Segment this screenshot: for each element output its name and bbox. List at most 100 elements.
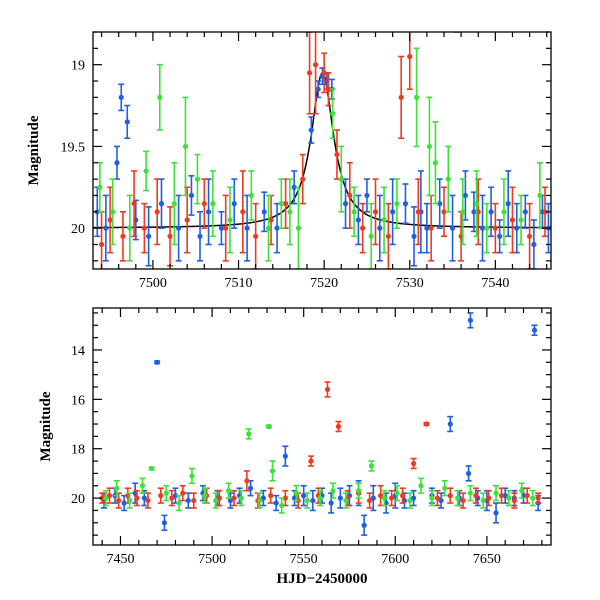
data-point [493, 502, 500, 524]
point-marker [438, 497, 444, 504]
data-point [308, 116, 315, 144]
point-marker [325, 86, 332, 92]
point-marker [291, 184, 297, 190]
point-marker [518, 217, 524, 223]
data-point [265, 194, 272, 262]
point-marker [97, 184, 103, 190]
point-marker [526, 233, 533, 239]
point-marker [210, 201, 216, 207]
data-point [438, 492, 445, 509]
point-marker [103, 495, 109, 501]
point-marker [127, 225, 133, 231]
point-marker [411, 495, 417, 501]
point-marker [300, 176, 306, 182]
point-marker [244, 225, 250, 231]
point-marker [202, 493, 208, 499]
data-point [126, 194, 133, 262]
point-marker [213, 497, 219, 504]
point-marker [110, 209, 116, 215]
point-marker [460, 497, 466, 504]
data-point [267, 487, 274, 504]
data-point [158, 178, 165, 229]
data-point [366, 492, 373, 509]
point-marker [154, 359, 160, 365]
data-point [238, 489, 245, 507]
data-point [413, 47, 420, 148]
point-marker [114, 160, 120, 166]
data-point [342, 178, 349, 229]
point-marker [415, 209, 421, 215]
x-tick-label: 7510 [225, 276, 253, 291]
data-point [377, 484, 384, 507]
x-tick-label: 7650 [473, 552, 501, 567]
data-point [113, 145, 120, 180]
data-point [239, 170, 246, 254]
point-marker [501, 209, 507, 215]
point-marker [449, 225, 456, 231]
point-marker [394, 201, 400, 207]
data-point [145, 206, 152, 267]
point-marker [368, 463, 375, 469]
data-point [188, 467, 195, 485]
data-point [157, 487, 164, 504]
data-point [473, 170, 480, 238]
top-panel-zoom: 7500 7510 7520 7530 7540 19 19.5 20 Magnitude [26, 31, 552, 291]
data-point [485, 489, 492, 507]
data-point [432, 121, 439, 205]
data-point [269, 460, 276, 482]
point-marker [442, 485, 448, 491]
data-point [308, 455, 315, 467]
point-marker [244, 478, 250, 484]
point-marker [411, 233, 417, 239]
data-point [163, 484, 170, 502]
data-point [190, 492, 197, 509]
data-point [278, 178, 285, 229]
data-point [472, 487, 479, 504]
point-marker [268, 217, 274, 223]
point-marker [473, 493, 479, 499]
data-point [355, 194, 362, 246]
data-point [300, 484, 307, 507]
data-point [410, 489, 417, 507]
data-point [329, 482, 336, 499]
point-marker [134, 495, 140, 501]
point-marker [328, 500, 334, 506]
data-point [282, 445, 289, 467]
data-point [372, 178, 379, 246]
data-point [531, 324, 538, 336]
point-marker [261, 209, 267, 215]
data-point [131, 170, 138, 238]
data-point [144, 492, 151, 509]
data-point [261, 191, 268, 233]
point-marker [342, 201, 349, 207]
data-point [231, 489, 238, 507]
data-point [498, 487, 505, 504]
point-marker [509, 217, 516, 223]
y-tick-label: 19 [71, 59, 85, 74]
data-point [492, 202, 499, 254]
point-marker [106, 493, 113, 499]
data-point [434, 489, 441, 507]
y-tick-label: 18 [71, 443, 85, 458]
point-marker [321, 70, 327, 76]
data-point [496, 219, 503, 254]
point-marker [390, 209, 396, 215]
data-point [167, 206, 174, 267]
point-marker [493, 510, 499, 516]
data-point [216, 489, 223, 507]
data-point [529, 489, 536, 507]
data-point [399, 487, 406, 504]
data-point [459, 178, 466, 246]
point-marker [411, 460, 417, 467]
point-marker [99, 495, 105, 501]
point-marker [163, 490, 169, 496]
data-point [329, 88, 336, 140]
data-point [423, 202, 430, 254]
data-point [355, 482, 362, 499]
point-marker [367, 497, 373, 504]
data-point [148, 465, 155, 472]
point-marker [265, 225, 272, 231]
data-point [342, 492, 349, 509]
data-point [363, 178, 370, 213]
data-point [126, 492, 133, 509]
